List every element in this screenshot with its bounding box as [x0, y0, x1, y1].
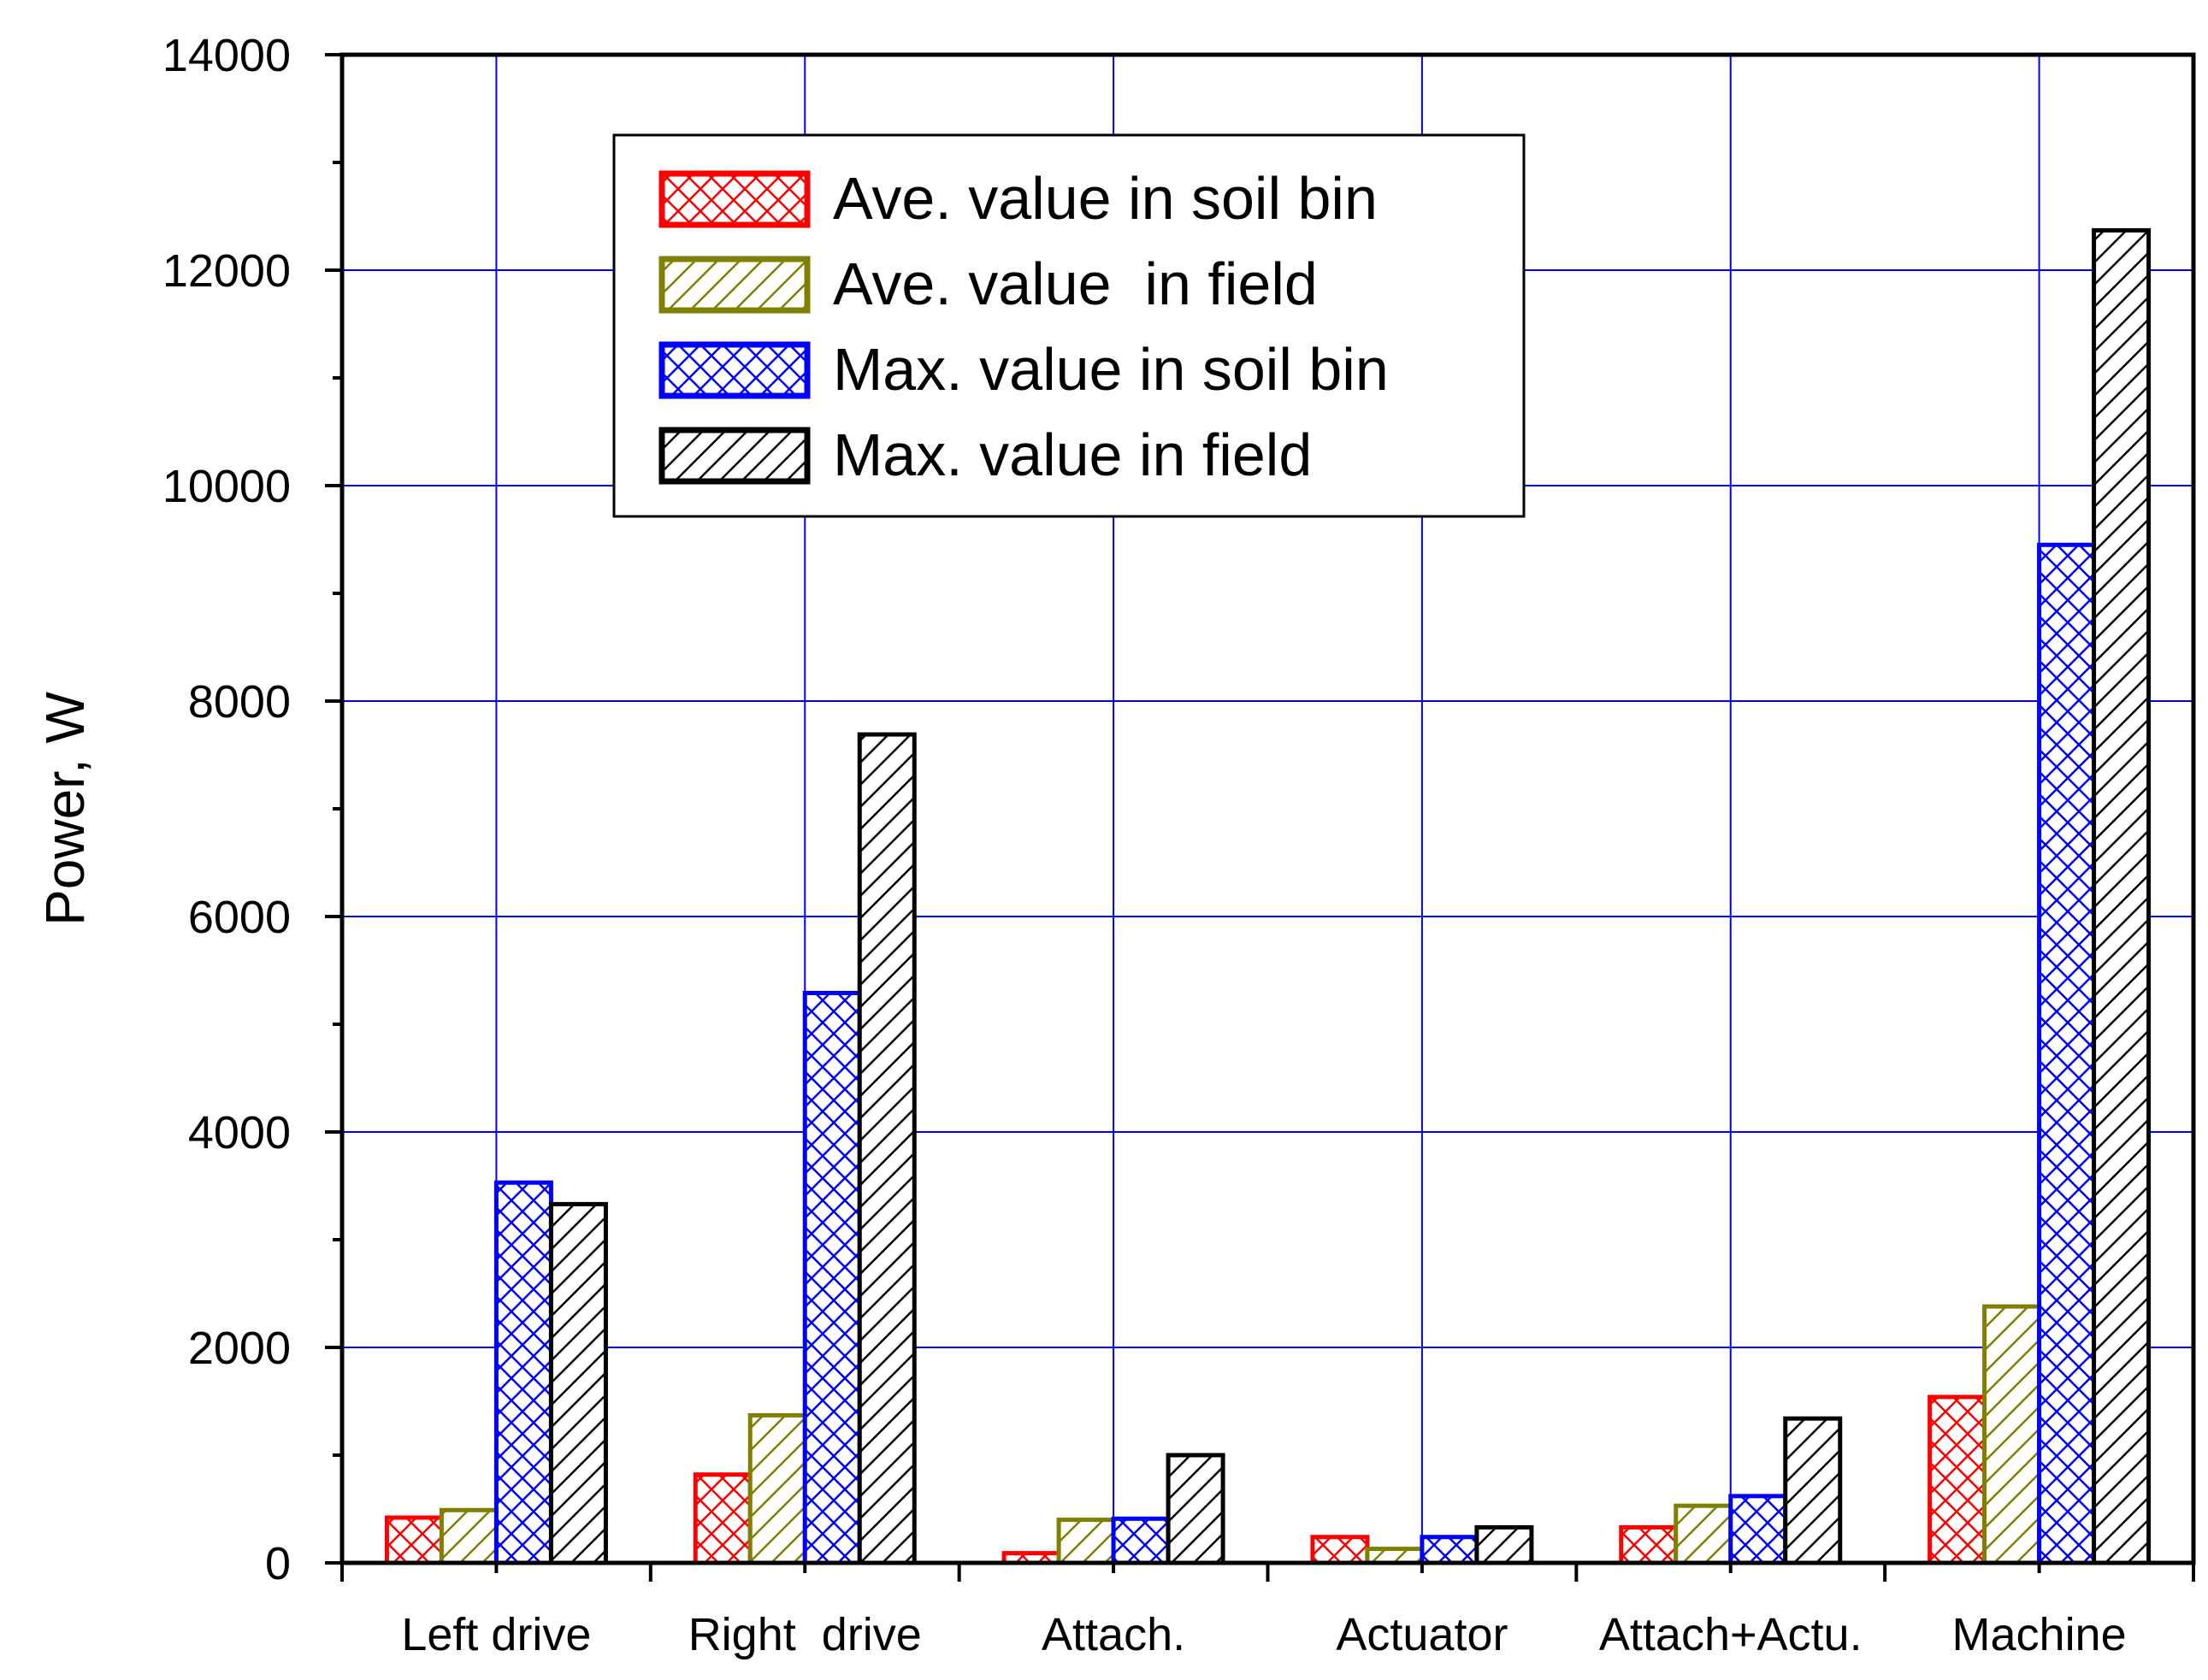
x-axis-ticks: Left drive Right drive Attach. Actuator Atta… — [340, 1563, 2195, 1660]
y-axis-ticks: 0 2000 4000 6000 8000 10000 12000 14000 — [162, 30, 342, 1589]
legend-label-1: Ave. value in soil bin — [833, 165, 1378, 232]
bar-1-4 — [1310, 1535, 1370, 1565]
bar-3-3 — [1111, 1516, 1171, 1565]
y-tick-label: 2000 — [188, 1323, 291, 1374]
bar-4-6 — [2092, 227, 2152, 1565]
bar-1-1 — [384, 1515, 444, 1565]
bar-4-2 — [857, 732, 917, 1565]
legend: Ave. value in soil bin Ave. value in fiel… — [612, 133, 1526, 518]
x-tick-label: Attach+Actu. — [1599, 1609, 1863, 1660]
bar-3-6 — [2037, 542, 2097, 1565]
legend-label-4: Max. value in field — [833, 421, 1312, 488]
bar-3-4 — [1420, 1535, 1479, 1565]
legend-label-3: Max. value in soil bin — [833, 336, 1389, 403]
x-tick-label: Attach. — [1042, 1609, 1185, 1660]
y-tick-label: 8000 — [188, 676, 291, 728]
bar-2-2 — [747, 1412, 807, 1565]
bar-4-4 — [1474, 1524, 1534, 1565]
bar-4-5 — [1783, 1416, 1843, 1565]
bar-3-1 — [493, 1180, 553, 1565]
bar-2-5 — [1674, 1503, 1733, 1565]
x-tick-label: Actuator — [1336, 1609, 1508, 1660]
y-tick-label: 6000 — [188, 892, 291, 943]
legend-swatch-1 — [658, 170, 811, 228]
legend-swatch-4 — [658, 427, 811, 485]
y-axis-title: Power, W — [34, 691, 96, 925]
bar-2-1 — [439, 1507, 499, 1565]
x-tick-label: Right drive — [688, 1609, 922, 1660]
y-tick-label: 10000 — [162, 461, 291, 512]
bar-group — [384, 227, 2152, 1565]
x-tick-label: Machine — [1952, 1609, 2127, 1660]
bar-3-2 — [802, 990, 862, 1565]
y-tick-label: 14000 — [162, 30, 291, 81]
bar-1-5 — [1619, 1524, 1679, 1565]
y-tick-label: 0 — [265, 1538, 291, 1589]
y-tick-label: 4000 — [188, 1107, 291, 1158]
legend-swatch-3 — [658, 341, 811, 399]
legend-swatch-2 — [658, 256, 811, 314]
bar-1-2 — [693, 1472, 753, 1565]
bar-4-3 — [1166, 1453, 1225, 1565]
bar-2-3 — [1056, 1518, 1116, 1565]
legend-label-2: Ave. value in field — [833, 251, 1318, 317]
y-tick-label: 12000 — [162, 245, 291, 297]
bar-3-5 — [1728, 1494, 1788, 1565]
bar-4-1 — [548, 1201, 608, 1565]
bar-2-6 — [1982, 1304, 2042, 1565]
x-tick-label: Left drive — [401, 1609, 591, 1660]
bar-1-6 — [1928, 1394, 1987, 1565]
